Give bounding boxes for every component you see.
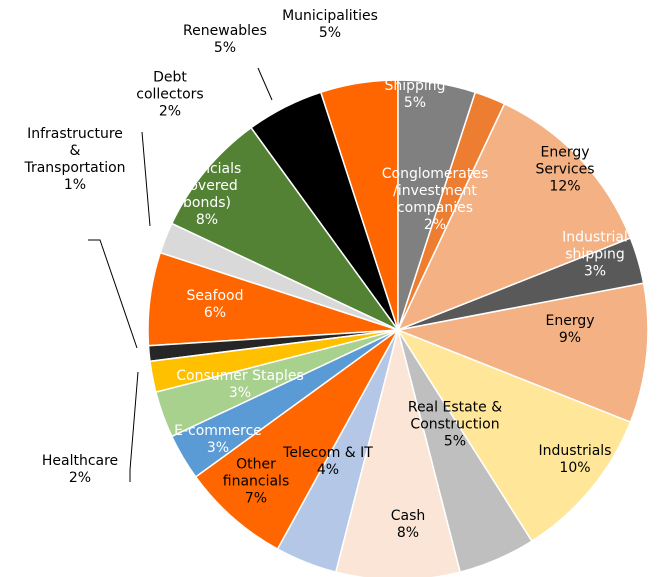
value-label: 12% [549, 178, 581, 195]
value-label: 4% [316, 462, 340, 478]
category-name: Renewables [183, 23, 267, 39]
value-label: 10% [559, 460, 591, 476]
category-name: Municipalities [282, 8, 378, 24]
value-label: 9% [558, 330, 582, 346]
pie-slice [194, 329, 399, 551]
slice-label: Industrials 10% [539, 443, 612, 477]
slice-label: Real Estate & Construction 5% [408, 400, 502, 451]
slice-label: Infrastructure & Transportation 1% [24, 126, 125, 194]
category-name: Shipping [384, 78, 446, 94]
category-name: Healthcare [41, 453, 119, 469]
category-name: Seafood [186, 288, 244, 304]
slice-label: Other financials 7% [223, 457, 290, 508]
value-label: 7% [244, 490, 268, 507]
category-name: Conglomerates /investment companies [381, 166, 489, 216]
pie-slice [396, 328, 632, 543]
value-label: 5% [403, 95, 427, 111]
leader-line [129, 371, 139, 482]
category-name: Energy Services [535, 144, 595, 178]
slice-label: Healthcare 2% [42, 453, 118, 487]
slice-label: Consumer Staples 3% [176, 368, 303, 402]
pie-slice [396, 102, 632, 332]
slice-label: Energy Services 12% [535, 145, 594, 196]
slice-label: Conglomerates /investment companies 2% [382, 166, 489, 234]
slice-label: Shipping 5% [384, 78, 445, 112]
category-name: Industrial shipping [562, 229, 628, 263]
slice-label: Energy 9% [545, 313, 594, 347]
value-label: 3% [206, 440, 230, 456]
slice-label: Telecom & IT 4% [283, 445, 373, 479]
value-label: 2% [158, 103, 182, 120]
value-label: 5% [213, 40, 237, 56]
category-name: Cash [390, 508, 426, 524]
value-label: 5% [318, 25, 342, 41]
leader-line [88, 239, 138, 349]
value-label: 8% [195, 212, 219, 228]
value-label: 3% [583, 263, 607, 280]
pie-slice [334, 329, 462, 577]
category-name: Financials (covered bonds) [172, 161, 242, 211]
slice-label: Industrial shipping 3% [562, 230, 628, 281]
slice-label: Debt collectors 2% [136, 70, 203, 121]
slice-label: Cash 8% [391, 508, 426, 542]
category-name: Industrials [538, 443, 612, 459]
value-label: 6% [203, 305, 227, 321]
value-label: 8% [396, 525, 420, 541]
slice-label: Municipalities 5% [282, 8, 378, 42]
category-name: Energy [545, 313, 595, 329]
category-name: Debt collectors [136, 69, 204, 103]
value-label: 2% [423, 217, 447, 233]
pie-slice [395, 282, 649, 424]
slice-label: E-commerce 3% [174, 423, 262, 457]
value-label: 2% [68, 470, 92, 486]
value-label: 5% [443, 433, 467, 450]
category-name: Real Estate & Construction [407, 399, 503, 433]
leader-line [141, 131, 151, 227]
category-name: E-commerce [174, 423, 262, 439]
category-name: Other financials [222, 456, 290, 490]
leader-line [257, 67, 273, 101]
slice-label: Seafood 6% [186, 288, 243, 322]
slice-label: Financials (covered bonds) 8% [173, 161, 242, 229]
category-name: Consumer Staples [176, 368, 304, 384]
value-label: 3% [228, 385, 252, 401]
pie-slice [170, 126, 399, 331]
pie-slice [397, 79, 477, 331]
category-name: Infrastructure & Transportation [24, 126, 126, 176]
value-label: 1% [63, 177, 87, 193]
category-name: Telecom & IT [283, 445, 373, 461]
slice-label: Renewables 5% [183, 23, 267, 57]
